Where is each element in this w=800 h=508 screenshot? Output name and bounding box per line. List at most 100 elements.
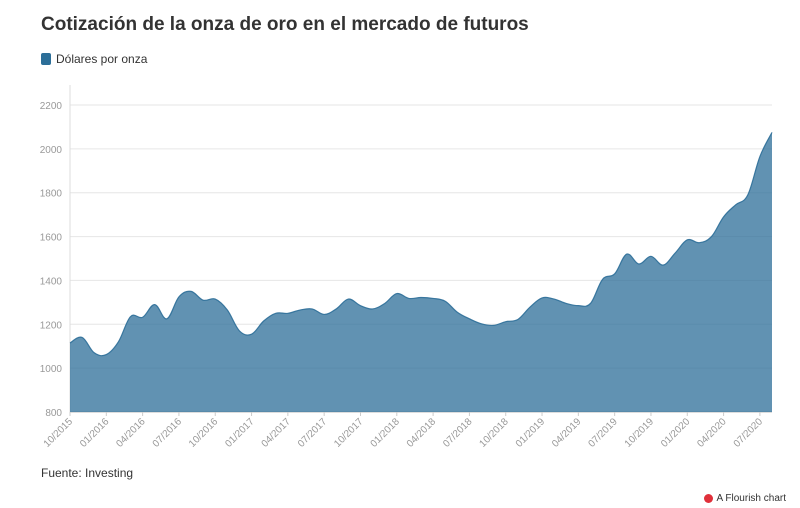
data-point[interactable] <box>456 311 459 314</box>
data-point[interactable] <box>480 322 483 325</box>
data-point[interactable] <box>141 316 144 319</box>
data-point[interactable] <box>105 353 108 356</box>
x-tick-label: 04/2018 <box>405 416 439 450</box>
data-point[interactable] <box>637 262 640 265</box>
x-tick-label: 01/2016 <box>78 416 112 450</box>
data-point[interactable] <box>323 313 326 316</box>
data-point[interactable] <box>250 333 253 336</box>
data-point[interactable] <box>262 319 265 322</box>
series-line[interactable] <box>69 132 773 357</box>
data-point[interactable] <box>311 307 314 310</box>
flourish-logo-icon <box>703 494 713 503</box>
data-point[interactable] <box>771 131 774 134</box>
x-tick-label: 07/2020 <box>732 416 766 450</box>
data-point[interactable] <box>347 298 350 301</box>
data-point[interactable] <box>577 304 580 307</box>
y-tick-label: 1400 <box>40 276 63 287</box>
data-point[interactable] <box>528 306 531 309</box>
data-point[interactable] <box>190 290 193 293</box>
credit-label: A Flourish chart <box>716 493 786 504</box>
data-point[interactable] <box>686 238 689 241</box>
data-point[interactable] <box>698 241 701 244</box>
data-point[interactable] <box>649 255 652 258</box>
x-tick-label: 04/2016 <box>114 416 148 450</box>
data-point[interactable] <box>553 298 556 301</box>
x-tick-label: 04/2020 <box>695 416 729 450</box>
data-point[interactable] <box>395 292 398 295</box>
data-point[interactable] <box>274 312 277 315</box>
data-point[interactable] <box>710 235 713 238</box>
x-tick-label: 07/2016 <box>151 416 185 450</box>
x-tick-label: 04/2019 <box>550 416 584 450</box>
x-axis: 10/2015 01/2016 04/2016 07/2016 10/2016 01/20… <box>42 412 766 450</box>
data-point[interactable] <box>504 320 507 323</box>
data-point[interactable] <box>335 307 338 310</box>
y-tick-label: 1200 <box>40 320 63 331</box>
data-point[interactable] <box>565 302 568 305</box>
data-point[interactable] <box>444 300 447 303</box>
x-tick-label: 10/2016 <box>187 416 221 450</box>
data-point[interactable] <box>286 312 289 315</box>
chart-title: Cotización de la onza de oro en el merca… <box>41 14 529 35</box>
data-point[interactable] <box>420 296 423 299</box>
legend[interactable]: Dólares por onza <box>41 52 147 66</box>
data-point[interactable] <box>383 302 386 305</box>
data-point[interactable] <box>214 298 217 301</box>
x-tick-label: 07/2019 <box>586 416 620 450</box>
y-tick-label: 1800 <box>40 189 63 200</box>
y-tick-label: 1600 <box>40 233 63 244</box>
data-point[interactable] <box>371 307 374 310</box>
x-tick-label: 10/2015 <box>42 416 76 450</box>
x-tick-label: 10/2018 <box>478 416 512 450</box>
data-point[interactable] <box>129 315 132 318</box>
data-point[interactable] <box>625 253 628 256</box>
data-point[interactable] <box>589 302 592 305</box>
y-tick-label: 1000 <box>40 364 63 375</box>
data-point[interactable] <box>226 309 229 312</box>
data-point[interactable] <box>177 295 180 298</box>
x-tick-label: 01/2020 <box>659 416 693 450</box>
x-tick-label: 07/2017 <box>296 416 330 450</box>
source-note: Fuente: Investing <box>41 466 134 480</box>
data-point[interactable] <box>758 155 761 158</box>
data-point[interactable] <box>93 351 96 354</box>
data-point[interactable] <box>153 303 156 306</box>
data-point[interactable] <box>69 341 72 344</box>
x-tick-label: 10/2017 <box>332 416 366 450</box>
data-point[interactable] <box>734 203 737 206</box>
x-tick-label: 10/2019 <box>623 416 657 450</box>
data-point[interactable] <box>601 278 604 281</box>
legend-label: Dólares por onza <box>56 52 148 66</box>
x-tick-label: 07/2018 <box>441 416 475 450</box>
area-fill[interactable] <box>70 132 772 413</box>
data-point[interactable] <box>613 272 616 275</box>
data-point[interactable] <box>238 329 241 332</box>
x-tick-label: 04/2017 <box>260 416 294 450</box>
data-point[interactable] <box>468 317 471 320</box>
data-point[interactable] <box>165 317 168 320</box>
x-tick-label: 01/2019 <box>514 416 548 450</box>
data-point[interactable] <box>722 215 725 218</box>
data-point[interactable] <box>117 340 120 343</box>
data-point[interactable] <box>359 304 362 307</box>
series-area[interactable] <box>69 131 774 413</box>
data-point[interactable] <box>298 309 301 312</box>
data-point[interactable] <box>674 252 677 255</box>
data-point[interactable] <box>407 297 410 300</box>
data-point[interactable] <box>541 296 544 299</box>
y-tick-label: 800 <box>45 408 62 419</box>
y-tick-label: 2000 <box>40 145 63 156</box>
legend-swatch <box>41 53 51 65</box>
data-point[interactable] <box>746 193 749 196</box>
x-tick-label: 01/2017 <box>223 416 257 450</box>
data-point[interactable] <box>662 264 665 267</box>
flourish-credit[interactable]: A Flourish chart <box>703 493 786 504</box>
data-point[interactable] <box>202 299 205 302</box>
data-point[interactable] <box>492 324 495 327</box>
y-axis: 800 1000 1200 1400 1600 1800 2000 2200 <box>40 101 63 419</box>
data-point[interactable] <box>81 336 84 339</box>
y-tick-label: 2200 <box>40 101 63 112</box>
data-point[interactable] <box>516 318 519 321</box>
data-point[interactable] <box>432 297 435 300</box>
